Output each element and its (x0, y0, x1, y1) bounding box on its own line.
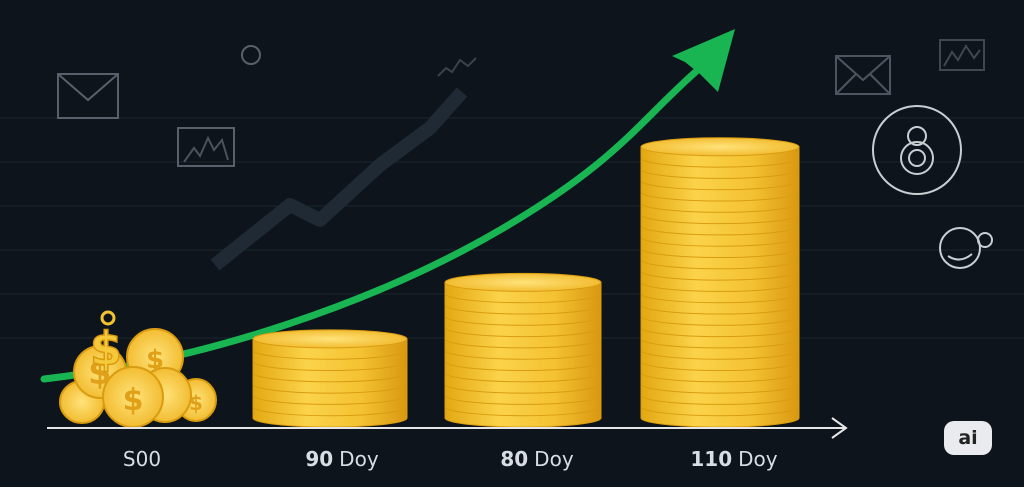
coin-stack (444, 272, 602, 428)
chart-icon (437, 57, 477, 77)
svg-text:$: $ (123, 383, 144, 418)
ai-badge: ai (944, 421, 992, 455)
coin-pile: $ $ $ $ $ (59, 310, 217, 428)
circle-icon (241, 45, 261, 65)
axis-label-80-day: 80 Doy (500, 447, 574, 471)
growth-arrow-head (672, 29, 735, 92)
svg-text:$: $ (146, 345, 164, 375)
envelope-icon (835, 55, 891, 95)
svg-text:$: $ (88, 353, 112, 393)
coin-top (444, 272, 602, 292)
coin-face-icon (939, 227, 993, 269)
coin-stack (252, 329, 408, 428)
envelope-icon (57, 73, 119, 119)
coin-stack (640, 137, 800, 428)
chart-icon (177, 127, 235, 167)
axis-label-110-day: 110 Doy (690, 447, 778, 471)
coin-top (252, 329, 408, 349)
coin-stacks (252, 137, 800, 428)
chart-icon (939, 39, 985, 71)
axis-label-start: S00 (122, 447, 162, 471)
x-axis (47, 417, 848, 439)
lock-icon (872, 105, 962, 195)
coin-top (640, 137, 800, 157)
svg-text:$: $ (90, 322, 122, 376)
svg-text:$: $ (189, 391, 203, 415)
axis-label-90-day: 90 Doy (305, 447, 379, 471)
background-trend-line (210, 87, 468, 271)
